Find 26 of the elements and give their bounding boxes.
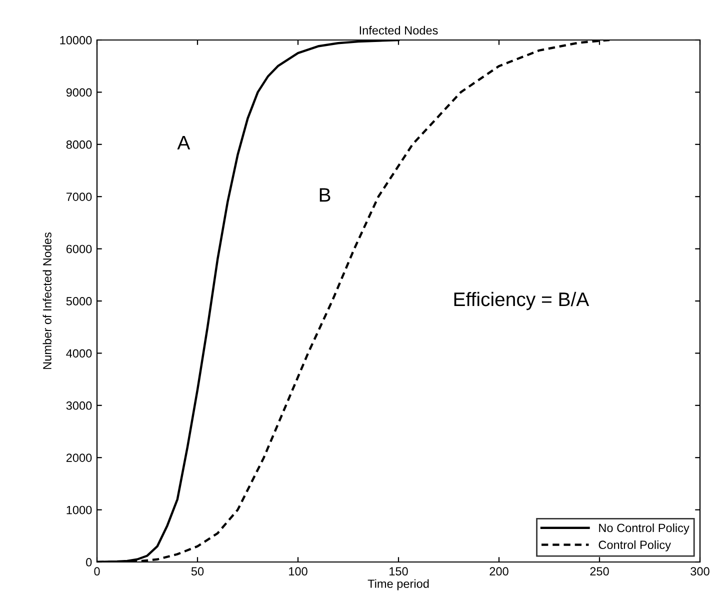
y-axis-title: Number of Infected Nodes (42, 232, 52, 369)
x-tick-label: 0 (94, 567, 100, 576)
x-tick-label: 250 (590, 567, 609, 576)
y-tick-label: 4000 (66, 349, 92, 358)
y-tick-label: 7000 (66, 192, 92, 201)
y-tick-label: 6000 (66, 244, 92, 254)
chart-title: Infected Nodes (360, 26, 438, 35)
legend-label: Control Policy (598, 540, 671, 552)
annotation: A (177, 136, 190, 150)
y-tick-label: 8000 (66, 140, 92, 149)
x-tick-label: 100 (289, 567, 308, 576)
y-tick-label: 10000 (60, 36, 92, 44)
annotation: Efficiency = B/A (454, 292, 590, 310)
annotation: B (320, 188, 330, 202)
y-tick-label: 2000 (66, 454, 92, 462)
x-tick-label: 200 (490, 567, 508, 576)
legend-label: No Control Policy (599, 523, 690, 534)
x-tick-label: 50 (191, 567, 204, 576)
y-tick-label: 9000 (66, 88, 92, 97)
y-tick-label: 3000 (66, 401, 92, 410)
x-tick-label: 300 (690, 567, 710, 576)
x-axis-title: Time period (368, 579, 429, 590)
x-tick-label: 150 (390, 567, 408, 576)
y-tick-label: 0 (86, 558, 92, 566)
y-tick-label: 1000 (66, 506, 92, 514)
y-tick-label: 5000 (66, 297, 92, 306)
